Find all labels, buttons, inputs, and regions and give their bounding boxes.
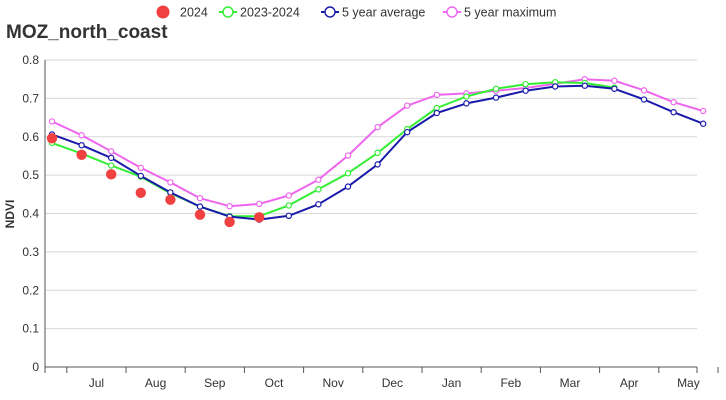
data-point <box>167 179 174 186</box>
data-point <box>374 149 381 157</box>
data-point <box>135 187 146 198</box>
chart-title: MOZ_north_coast <box>6 22 168 43</box>
data-point <box>492 85 500 92</box>
data-point <box>344 183 352 190</box>
legend-label: 5 year average <box>342 6 425 20</box>
legend-item: 5 year maximum <box>443 6 556 20</box>
x-tick-label: Nov <box>323 376 344 390</box>
data-point <box>137 164 144 172</box>
data-point <box>522 80 529 88</box>
data-point <box>194 209 206 220</box>
grid-lines <box>45 59 697 330</box>
data-point <box>700 120 707 127</box>
data-point <box>404 102 411 109</box>
x-tick-label: Aug <box>145 376 166 390</box>
data-point <box>76 149 87 160</box>
data-point <box>137 172 144 180</box>
series-2024 <box>46 133 265 228</box>
x-tick-label: Jul <box>89 376 104 390</box>
y-tick-label: 0.8 <box>22 53 39 67</box>
legend-swatch-marker <box>222 6 234 18</box>
data-point <box>670 99 677 106</box>
data-point <box>492 94 500 101</box>
data-point <box>106 169 117 180</box>
y-tick-label: 0.2 <box>22 283 39 297</box>
legend-item: 2023-2024 <box>219 6 300 20</box>
legend-swatch-marker <box>324 6 336 18</box>
data-point <box>374 161 381 168</box>
legend-label: 2024 <box>180 6 208 20</box>
data-point <box>315 186 322 193</box>
x-axis: Jul Aug Sep Oct Nov Dec Jan Feb Mar Apr May <box>44 60 719 390</box>
data-point <box>224 216 235 228</box>
data-point <box>78 141 85 149</box>
data-point <box>611 77 618 84</box>
legend-swatch-marker <box>446 6 458 18</box>
data-point <box>611 85 618 92</box>
x-tick-label: Sep <box>204 376 226 390</box>
series-5-year-maximum <box>48 75 707 210</box>
x-tick-label: Dec <box>382 376 403 390</box>
y-tick-label: 0.7 <box>22 91 39 105</box>
data-point <box>254 212 265 223</box>
data-point <box>78 132 85 139</box>
y-axis-ticks: 0 0.1 0.2 0.3 0.4 0.5 0.6 0.7 0.8 <box>22 53 39 374</box>
data-point <box>344 152 352 159</box>
y-tick-label: 0.6 <box>22 130 39 144</box>
data-point <box>433 91 440 99</box>
data-point <box>196 194 204 202</box>
data-point <box>433 109 440 117</box>
x-tick-label: Mar <box>560 376 581 390</box>
data-point <box>463 93 470 100</box>
legend-item: 2024 <box>156 5 208 20</box>
y-tick-label: 0.4 <box>22 207 39 221</box>
data-point <box>552 83 559 90</box>
x-tick-label: May <box>677 376 700 390</box>
data-point <box>344 170 352 177</box>
data-point <box>522 87 529 94</box>
y-tick-label: 0.5 <box>22 168 39 182</box>
data-point <box>167 189 174 196</box>
data-point <box>670 108 677 116</box>
data-point <box>700 107 707 115</box>
y-tick-label: 0.1 <box>22 322 39 336</box>
data-point <box>107 154 115 162</box>
y-axis-title: NDVI <box>3 200 17 229</box>
data-point <box>463 100 470 107</box>
x-tick-label: Feb <box>500 376 521 390</box>
data-point <box>285 212 292 220</box>
x-tick-label: Oct <box>265 376 284 390</box>
legend-item: 5 year average <box>321 6 425 20</box>
data-point <box>226 203 233 210</box>
legend: 2024 2023-2024 5 year average 5 year maximu… <box>156 5 556 20</box>
data-point <box>640 96 648 103</box>
data-point <box>315 201 322 208</box>
legend-label: 2023-2024 <box>240 6 300 20</box>
legend-swatch-marker <box>156 5 170 19</box>
data-point <box>256 200 263 208</box>
data-point <box>48 118 56 125</box>
data-point <box>640 87 648 94</box>
data-point <box>46 133 58 144</box>
y-tick-label: 0.3 <box>22 245 39 259</box>
data-point <box>285 202 292 209</box>
data-point <box>107 148 115 155</box>
data-point <box>285 192 292 199</box>
data-point <box>374 123 381 131</box>
series-2023-2024 <box>48 79 618 220</box>
series-group <box>46 75 707 228</box>
data-point <box>404 128 411 136</box>
legend-label: 5 year maximum <box>464 6 556 20</box>
data-point <box>107 162 115 169</box>
data-point <box>196 203 204 210</box>
data-point <box>165 194 176 205</box>
x-tick-label: Jan <box>442 376 461 390</box>
x-tick-label: Apr <box>620 376 639 390</box>
y-tick-label: 0 <box>32 360 39 374</box>
data-point <box>581 82 589 89</box>
data-point <box>315 176 322 183</box>
